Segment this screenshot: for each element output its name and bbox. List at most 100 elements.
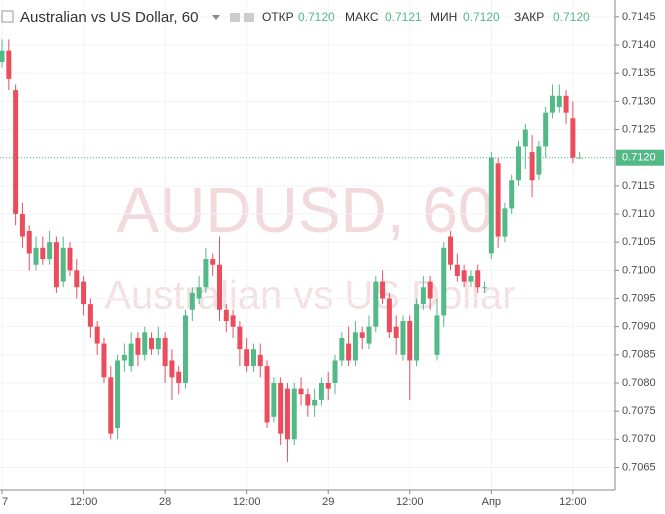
watermark-subtitle: Australian vs US Dollar	[104, 274, 515, 318]
candle-body	[176, 371, 182, 383]
candle-body	[94, 326, 100, 344]
candle-body	[142, 332, 148, 355]
candle-body	[169, 360, 175, 378]
candle-body	[488, 157, 494, 254]
candle-body	[19, 214, 25, 237]
price-label: 0.7120	[622, 152, 656, 164]
candle-body	[237, 326, 243, 350]
candle-body	[522, 129, 528, 147]
candle-body	[400, 321, 406, 355]
candle-body	[149, 337, 155, 350]
candle-body	[427, 281, 433, 299]
candle-body	[420, 287, 426, 305]
candle-body	[563, 95, 569, 113]
y-tick-label: 0.7115	[622, 180, 655, 192]
candle-body	[189, 292, 195, 310]
candle-body	[556, 95, 562, 108]
x-tick-label: 12:00	[559, 496, 587, 508]
x-tick-label: 28	[159, 496, 171, 508]
candle-body	[244, 349, 250, 367]
y-tick-label: 0.7105	[622, 236, 656, 248]
candle-body	[284, 388, 290, 440]
chart-title: Australian vs US Dollar, 60	[20, 9, 198, 26]
candle-body	[407, 321, 413, 361]
candle-body	[339, 337, 345, 361]
candle-body	[162, 337, 168, 367]
candle-body	[223, 309, 229, 322]
candle-body	[298, 388, 304, 395]
y-tick-label: 0.7080	[622, 377, 656, 389]
candle-body	[250, 349, 256, 367]
candle-body	[196, 287, 202, 299]
candle-body	[291, 388, 297, 440]
candle-body	[305, 394, 311, 406]
y-tick-label: 0.7085	[622, 349, 656, 361]
menu-icon[interactable]	[1, 10, 14, 23]
settings-icon[interactable]	[244, 13, 254, 22]
dropdown-arrow[interactable]	[212, 15, 220, 20]
low-value: 0.7120	[463, 10, 500, 24]
candle-body	[115, 360, 121, 429]
candle-body	[393, 326, 399, 338]
candle-body	[352, 332, 358, 361]
candle-body	[448, 236, 454, 265]
candle-body	[183, 315, 189, 383]
x-tick-label: 12:00	[233, 496, 261, 508]
candle-body	[26, 230, 32, 254]
candle-body	[536, 146, 542, 175]
candle-body	[121, 354, 127, 361]
close-label: ЗАКР	[514, 10, 544, 24]
x-tick-label: 12:00	[70, 496, 98, 508]
y-tick-label: 0.7145	[622, 11, 656, 23]
y-tick-label: 0.7110	[622, 208, 655, 220]
x-tick-label: 29	[322, 496, 334, 508]
y-tick-label: 0.7070	[622, 433, 656, 445]
candle-body	[264, 366, 270, 423]
candle-body	[210, 259, 216, 265]
open-value: 0.7120	[298, 10, 335, 24]
candle-body	[346, 343, 352, 361]
candle-body	[495, 163, 501, 237]
candle-body	[359, 332, 365, 338]
candle-body	[516, 146, 522, 181]
candle-body	[13, 90, 19, 215]
candle-body	[135, 337, 141, 355]
candle-body	[81, 281, 87, 305]
candle-body	[74, 270, 80, 288]
candle-body	[380, 281, 386, 299]
x-tick-label: 12:00	[396, 496, 424, 508]
candle-body	[366, 326, 372, 344]
low-label: МИН	[430, 10, 457, 24]
y-tick-label: 0.7135	[622, 67, 656, 79]
candle-body	[468, 275, 474, 282]
eye-icon[interactable]	[230, 13, 240, 22]
candle-body	[87, 304, 93, 327]
candle-body	[203, 259, 209, 288]
candle-body	[441, 247, 447, 316]
watermark: AUDUSD, 60	[117, 174, 494, 246]
candle-body	[529, 152, 535, 181]
candle-body	[325, 382, 331, 389]
candle-body	[482, 287, 488, 289]
candles	[0, 39, 583, 462]
x-tick-label: 7	[2, 496, 8, 508]
candle-body	[101, 343, 107, 378]
candle-body	[318, 382, 324, 400]
candle-body	[67, 247, 73, 271]
candle-body	[53, 242, 59, 288]
y-tick-label: 0.7100	[622, 264, 656, 276]
candle-body	[155, 337, 161, 350]
open-label: ОТКР	[262, 10, 294, 24]
candle-body	[543, 112, 549, 147]
candle-body	[414, 304, 420, 361]
y-tick-label: 0.7065	[622, 461, 656, 473]
x-tick-label: Апр	[482, 496, 501, 508]
candle-body	[461, 270, 467, 282]
candle-body	[332, 360, 338, 383]
candle-body	[47, 242, 53, 260]
candle-body	[549, 95, 555, 113]
candle-body	[128, 343, 134, 367]
y-tick-label: 0.7075	[622, 405, 656, 417]
